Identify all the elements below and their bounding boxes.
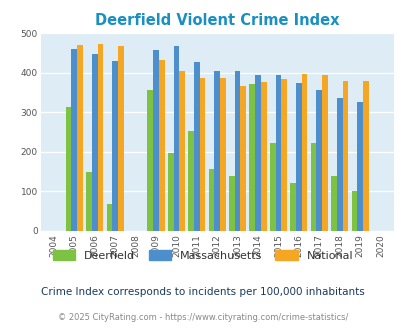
Bar (351, 191, 356, 231)
Bar (167, 152, 173, 231)
Bar (194, 61, 199, 231)
Bar (112, 61, 118, 231)
Bar (290, 183, 295, 231)
Bar (321, 75, 327, 231)
Bar (269, 144, 275, 231)
Legend: Deerfield, Massachusetts, National: Deerfield, Massachusetts, National (53, 250, 352, 261)
Bar (362, 81, 368, 231)
Bar (342, 81, 347, 231)
Bar (106, 205, 112, 231)
Bar (275, 75, 281, 231)
Text: Crime Index corresponds to incidents per 100,000 inhabitants: Crime Index corresponds to incidents per… (41, 287, 364, 297)
Bar (295, 82, 301, 231)
Bar (86, 172, 92, 231)
Bar (336, 98, 342, 231)
Bar (228, 176, 234, 231)
Title: Deerfield Violent Crime Index: Deerfield Violent Crime Index (95, 13, 339, 28)
Bar (173, 47, 179, 231)
Bar (214, 71, 220, 231)
Bar (281, 79, 286, 231)
Bar (97, 44, 103, 231)
Bar (249, 84, 255, 231)
Bar (118, 46, 124, 231)
Bar (199, 78, 205, 231)
Text: © 2025 CityRating.com - https://www.cityrating.com/crime-statistics/: © 2025 CityRating.com - https://www.city… (58, 313, 347, 322)
Bar (208, 169, 214, 231)
Bar (240, 86, 245, 231)
Bar (330, 176, 336, 231)
Bar (71, 49, 77, 231)
Bar (77, 45, 83, 231)
Bar (255, 75, 260, 231)
Bar (188, 131, 194, 231)
Bar (158, 60, 164, 231)
Bar (310, 143, 315, 231)
Bar (153, 50, 158, 231)
Bar (147, 90, 153, 231)
Bar (315, 90, 321, 231)
Bar (66, 108, 71, 231)
Bar (301, 74, 307, 231)
Bar (260, 82, 266, 231)
Bar (234, 71, 240, 231)
Bar (179, 71, 185, 231)
Bar (92, 53, 97, 231)
Bar (220, 78, 225, 231)
Bar (356, 102, 362, 231)
